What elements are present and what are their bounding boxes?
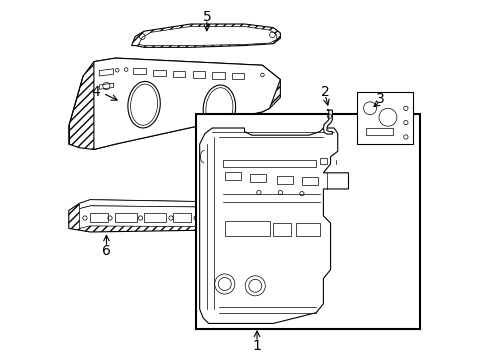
Polygon shape [249, 174, 265, 182]
Polygon shape [192, 71, 204, 78]
Polygon shape [231, 73, 244, 79]
Polygon shape [94, 58, 280, 149]
Polygon shape [199, 128, 348, 323]
Bar [196, 114, 419, 329]
Polygon shape [172, 213, 190, 222]
Polygon shape [153, 69, 165, 76]
Text: 5: 5 [202, 10, 211, 24]
Polygon shape [131, 24, 280, 47]
Polygon shape [296, 223, 319, 235]
Text: 1: 1 [252, 339, 261, 353]
Polygon shape [133, 68, 145, 74]
Polygon shape [172, 71, 185, 77]
Polygon shape [99, 83, 113, 89]
Polygon shape [115, 213, 137, 222]
Polygon shape [80, 200, 203, 209]
Polygon shape [357, 92, 412, 144]
Text: 6: 6 [102, 244, 111, 258]
Polygon shape [69, 58, 280, 149]
Text: 2: 2 [320, 85, 329, 99]
Polygon shape [99, 69, 113, 76]
Polygon shape [366, 128, 392, 135]
Polygon shape [224, 172, 241, 180]
Polygon shape [323, 110, 332, 134]
Polygon shape [273, 223, 290, 235]
Polygon shape [223, 160, 316, 167]
Polygon shape [212, 72, 224, 78]
Polygon shape [319, 158, 326, 164]
Text: 4: 4 [91, 85, 100, 99]
Polygon shape [80, 206, 203, 228]
Polygon shape [139, 27, 276, 45]
Polygon shape [276, 176, 292, 184]
Polygon shape [69, 200, 204, 232]
Polygon shape [144, 213, 165, 222]
Polygon shape [90, 213, 108, 222]
Polygon shape [224, 221, 269, 235]
Polygon shape [301, 177, 317, 185]
Text: 3: 3 [375, 92, 384, 106]
